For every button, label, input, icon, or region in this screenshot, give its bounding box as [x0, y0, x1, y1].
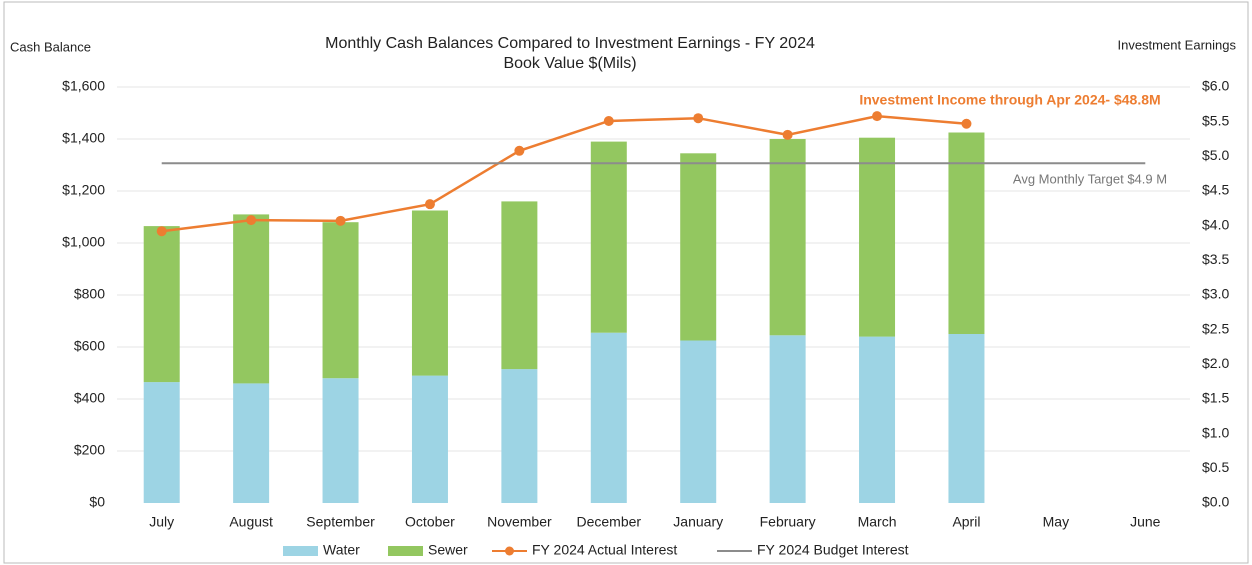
bar: [411, 210, 448, 376]
annotation: Investment Income through Apr 2024- $48.…: [859, 92, 1160, 108]
bar: [590, 332, 627, 503]
y2-tick-label: $3.5: [1202, 251, 1229, 267]
y2-tick-label: $3.0: [1202, 286, 1229, 302]
y-tick-label: $800: [74, 286, 105, 302]
legend-label: FY 2024 Actual Interest: [532, 542, 677, 558]
bar: [948, 132, 985, 334]
y-tick-label: $1,600: [62, 78, 105, 94]
bar: [501, 369, 538, 503]
y-tick-label: $1,400: [62, 130, 105, 146]
bar: [143, 382, 180, 503]
x-tick-label: July: [149, 514, 174, 530]
y2-tick-label: $2.5: [1202, 320, 1229, 336]
x-tick-label: June: [1130, 514, 1161, 530]
bar: [590, 141, 627, 333]
bar: [501, 201, 538, 370]
x-tick-label: May: [1043, 514, 1069, 530]
y-tick-label: $1,200: [62, 182, 105, 198]
bar: [233, 214, 270, 384]
bar: [143, 226, 180, 383]
bar: [859, 137, 896, 337]
legend-swatch: [388, 546, 423, 556]
bar: [322, 378, 359, 503]
bar: [859, 336, 896, 503]
y-tick-label: $1,000: [62, 234, 105, 250]
y2-tick-label: $5.5: [1202, 112, 1229, 128]
interest-marker: [514, 145, 525, 156]
interest-line: [161, 114, 967, 233]
bar: [769, 335, 806, 503]
y2-tick-label: $6.0: [1202, 78, 1229, 94]
x-tick-label: December: [576, 514, 641, 530]
bar: [769, 139, 806, 336]
interest-marker: [335, 215, 346, 226]
x-tick-label: April: [952, 514, 980, 530]
y2-tick-label: $0.5: [1202, 459, 1229, 475]
y-tick-label: $600: [74, 338, 105, 354]
interest-marker: [603, 115, 614, 126]
x-tick-label: November: [487, 514, 552, 530]
bar: [322, 222, 359, 379]
legend-marker: [505, 546, 514, 556]
y2-tick-label: $1.5: [1202, 390, 1229, 406]
x-tick-label: September: [306, 514, 375, 530]
y2-tick-label: $1.0: [1202, 424, 1229, 440]
legend-swatch: [283, 546, 318, 556]
y2-tick-label: $0.0: [1202, 494, 1229, 510]
y2-tick-label: $5.0: [1202, 147, 1229, 163]
y-tick-label: $400: [74, 390, 105, 406]
legend-label: Sewer: [428, 542, 468, 558]
x-tick-label: March: [858, 514, 897, 530]
y2-tick-label: $2.0: [1202, 355, 1229, 371]
x-tick-label: October: [405, 514, 455, 530]
chart-subtitle: Book Value $(Mils): [503, 55, 636, 72]
y2-tick-label: $4.5: [1202, 182, 1229, 198]
y2-axis-label: Investment Earnings: [1117, 37, 1236, 52]
y-tick-label: $0: [89, 494, 105, 510]
bar: [680, 340, 717, 503]
bar: [680, 153, 717, 341]
legend-label: Water: [323, 542, 360, 558]
interest-marker: [424, 199, 435, 210]
interest-marker: [246, 215, 257, 226]
annotation: Avg Monthly Target $4.9 M: [1013, 171, 1167, 186]
legend-label: FY 2024 Budget Interest: [757, 542, 909, 558]
y2-tick-label: $4.0: [1202, 216, 1229, 232]
x-tick-label: August: [229, 514, 273, 530]
bar: [948, 334, 985, 503]
y-axis-label: Cash Balance: [10, 39, 91, 54]
x-tick-label: February: [760, 514, 816, 530]
y-tick-label: $200: [74, 442, 105, 458]
frame: [3, 1, 1249, 564]
interest-marker: [693, 113, 704, 124]
interest-marker: [872, 111, 883, 122]
x-tick-label: January: [673, 514, 723, 530]
interest-marker: [782, 129, 793, 140]
bar: [233, 383, 270, 503]
interest-marker: [156, 226, 167, 237]
interest-marker: [961, 118, 972, 129]
chart-title: Monthly Cash Balances Compared to Invest…: [325, 35, 815, 52]
bar: [411, 375, 448, 503]
